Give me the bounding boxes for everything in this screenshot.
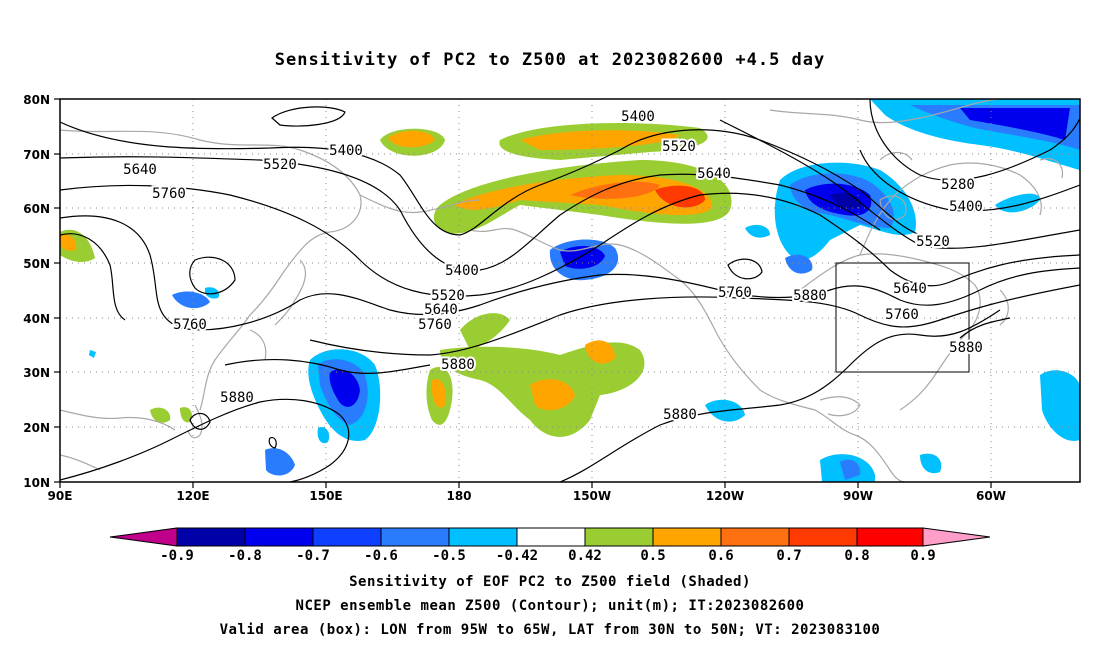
contour-label: 5280 (941, 177, 975, 193)
map-border (59, 98, 1081, 483)
contour-label: 5880 (793, 288, 827, 304)
colorbar-swatch (584, 527, 654, 547)
contour-label: 5520 (662, 139, 696, 155)
lon-label: 150W (573, 489, 611, 503)
contour-label: 5880 (441, 357, 475, 373)
lat-label: 20N (23, 421, 50, 435)
lat-label: 70N (23, 148, 50, 162)
contour-label: 5760 (885, 307, 919, 323)
colorbar-swatch (720, 527, 790, 547)
colorbar-right-triangle (922, 527, 991, 547)
lon-label: 120E (176, 489, 209, 503)
lon-label: 120W (706, 489, 744, 503)
colorbar-swatch (244, 527, 314, 547)
colorbar-swatch (856, 527, 924, 547)
colorbar-label: 0.8 (844, 548, 869, 564)
colorbar-swatch (652, 527, 722, 547)
colorbar-label: -0.7 (296, 548, 330, 564)
colorbar-swatch (380, 527, 450, 547)
colorbar-label: -0.42 (496, 548, 538, 564)
colorbar-label: -0.5 (432, 548, 466, 564)
sensitivity-shading (60, 99, 1080, 482)
contour-label: 5760 (173, 317, 207, 333)
contour-label: 5640 (697, 166, 731, 182)
contour-label: 5880 (663, 407, 697, 423)
colorbar-label: 0.7 (776, 548, 801, 564)
colorbar-label: -0.6 (364, 548, 398, 564)
map-title: Sensitivity of PC2 to Z500 at 2023082600… (274, 50, 826, 70)
contour-label: 5400 (949, 199, 983, 215)
colorbar-label: 0.6 (708, 548, 733, 564)
contour-label: 5880 (220, 390, 254, 406)
colorbar-label: -0.9 (160, 548, 194, 564)
lon-label: 90E (48, 489, 73, 503)
contour-label: 5640 (893, 281, 927, 297)
colorbar-label: -0.8 (228, 548, 262, 564)
contour-label: 5520 (263, 157, 297, 173)
colorbar-swatch (448, 527, 518, 547)
colorbar: -0.9 -0.8 -0.7 -0.6 -0.5 -0.42 0.42 0.5 … (109, 527, 991, 564)
contour-label: 5520 (431, 288, 465, 304)
colorbar-swatch (788, 527, 858, 547)
colorbar-label: 0.9 (910, 548, 935, 564)
contour-label: 5760 (718, 285, 752, 301)
caption-valid-area: Valid area (box): LON from 95W to 65W, L… (219, 622, 881, 638)
caption-contour: NCEP ensemble mean Z500 (Contour); unit(… (295, 598, 805, 614)
z500-contours (60, 99, 1080, 482)
valid-area-box (835, 262, 970, 373)
contour-label: 5400 (445, 263, 479, 279)
colorbar-label: 0.42 (568, 548, 602, 564)
lat-label: 80N (23, 93, 50, 107)
axis-ticks (54, 98, 992, 488)
colorbar-swatch (176, 527, 246, 547)
contour-label: 5760 (152, 186, 186, 202)
contour-label: 5640 (123, 162, 157, 178)
contour-label: 5640 (424, 302, 458, 318)
lon-label: 180 (446, 489, 471, 503)
colorbar-left-triangle (109, 527, 178, 547)
colorbar-label: 0.5 (640, 548, 665, 564)
lon-label: 150E (309, 489, 342, 503)
colorbar-swatch (516, 527, 586, 547)
contour-label: 5760 (418, 317, 452, 333)
lat-label: 40N (23, 312, 50, 326)
caption-shaded: Sensitivity of EOF PC2 to Z500 field (Sh… (349, 574, 751, 590)
contour-label: 5400 (329, 143, 363, 159)
contour-label: 5520 (916, 234, 950, 250)
colorbar-swatch (312, 527, 382, 547)
contour-label: 5400 (621, 109, 655, 125)
lon-label: 60W (976, 489, 1006, 503)
lon-label: 90W (843, 489, 873, 503)
lat-label: 60N (23, 202, 50, 216)
coastlines (60, 99, 1064, 482)
lat-label: 30N (23, 366, 50, 380)
lat-label: 50N (23, 257, 50, 271)
lat-label: 10N (23, 476, 50, 490)
contour-label: 5880 (949, 340, 983, 356)
